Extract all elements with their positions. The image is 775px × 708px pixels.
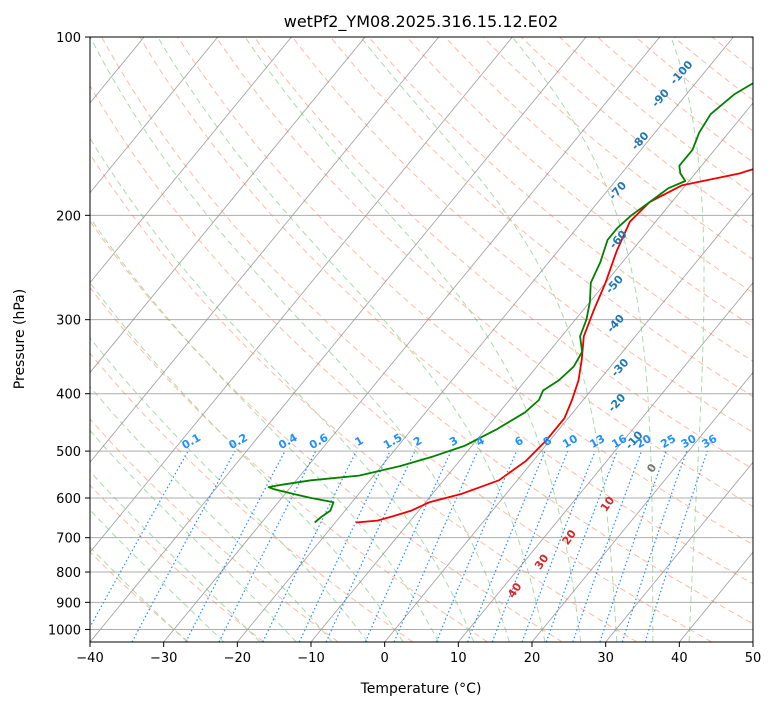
isotherm bbox=[90, 37, 292, 284]
dewpoint-line bbox=[267, 82, 753, 524]
x-tick-label: 10 bbox=[450, 651, 467, 666]
mixing-ratio-line bbox=[435, 450, 518, 642]
moist-adiabat bbox=[90, 137, 475, 642]
y-tick-label: 300 bbox=[56, 314, 81, 329]
moist-adiabat bbox=[90, 37, 510, 642]
y-tick-label: 500 bbox=[56, 445, 81, 460]
isotherm bbox=[310, 102, 753, 642]
isotherm bbox=[605, 461, 753, 642]
mixing-ratio-line bbox=[545, 450, 618, 642]
mixing-ratio-line bbox=[466, 450, 546, 642]
dry-adiabat bbox=[292, 37, 753, 433]
x-tick-label: 0 bbox=[381, 651, 389, 666]
isotherm bbox=[90, 37, 513, 553]
dry-adiabat bbox=[90, 551, 190, 642]
dry-adiabat bbox=[90, 153, 638, 642]
x-axis-label: Temperature (°C) bbox=[360, 681, 482, 697]
isotherm bbox=[90, 37, 440, 464]
x-tick-label: 50 bbox=[745, 651, 762, 666]
x-tick-label: 30 bbox=[597, 651, 614, 666]
dry-adiabat bbox=[215, 37, 753, 507]
isotherm bbox=[236, 37, 734, 642]
dry-adiabat bbox=[330, 37, 753, 398]
isotherm bbox=[163, 37, 661, 642]
moist-adiabat bbox=[157, 37, 546, 642]
x-tick-label: 40 bbox=[671, 651, 688, 666]
moist-adiabat bbox=[90, 509, 225, 642]
moist-adiabat bbox=[511, 37, 654, 642]
mixing-ratio-line bbox=[491, 450, 569, 642]
moist-adiabat bbox=[670, 37, 705, 642]
moist-adiabat bbox=[244, 37, 582, 642]
x-tick-label: −40 bbox=[76, 651, 103, 666]
x-tick-label: 20 bbox=[524, 651, 541, 666]
mixing-ratio-line bbox=[262, 450, 357, 642]
y-tick-label: 400 bbox=[56, 388, 81, 403]
isotherm bbox=[384, 192, 753, 642]
isotherm bbox=[90, 37, 366, 374]
isotherm bbox=[90, 37, 587, 642]
plot-frame bbox=[89, 36, 754, 643]
x-tick-label: −20 bbox=[224, 651, 251, 666]
dry-adiabat bbox=[90, 484, 264, 642]
y-axis-label: Pressure (hPa) bbox=[12, 289, 28, 389]
y-tick-label: 700 bbox=[56, 532, 81, 547]
moist-adiabat bbox=[90, 216, 439, 642]
y-tick-label: 800 bbox=[56, 566, 81, 581]
dry-adiabat bbox=[90, 418, 339, 642]
moist-adiabat bbox=[90, 281, 404, 642]
moist-adiabat bbox=[90, 385, 333, 642]
mixing-ratio-line bbox=[644, 450, 708, 642]
isotherm bbox=[531, 371, 753, 642]
dry-adiabat bbox=[90, 352, 414, 642]
dry-adiabat bbox=[90, 286, 488, 642]
y-tick-label: 1000 bbox=[48, 623, 81, 638]
mixing-ratio-line bbox=[521, 450, 596, 642]
mixing-ratio-line bbox=[599, 450, 667, 642]
isotherm bbox=[90, 37, 219, 194]
y-tick-label: 900 bbox=[56, 596, 81, 611]
chart-title: wetPf2_YM08.2025.316.15.12.E02 bbox=[284, 12, 558, 32]
mixing-ratio-line bbox=[131, 450, 236, 642]
mixing-ratio-line bbox=[364, 450, 452, 642]
y-tick-label: 100 bbox=[56, 31, 81, 46]
x-tick-label: −30 bbox=[150, 651, 177, 666]
x-tick-label: −10 bbox=[297, 651, 324, 666]
dry-adiabat bbox=[253, 37, 753, 470]
dry-adiabat bbox=[90, 84, 712, 642]
moist-adiabat bbox=[90, 337, 369, 642]
dry-adiabat bbox=[90, 220, 563, 642]
mixing-ratio-line bbox=[90, 450, 189, 629]
mixing-ratio-line bbox=[621, 450, 688, 642]
moist-adiabat bbox=[90, 546, 188, 642]
mixing-ratio-line bbox=[572, 450, 643, 642]
y-tick-label: 600 bbox=[56, 492, 81, 507]
isotherm bbox=[457, 281, 753, 642]
temperature-line bbox=[355, 168, 753, 524]
y-tick-label: 200 bbox=[56, 209, 81, 224]
